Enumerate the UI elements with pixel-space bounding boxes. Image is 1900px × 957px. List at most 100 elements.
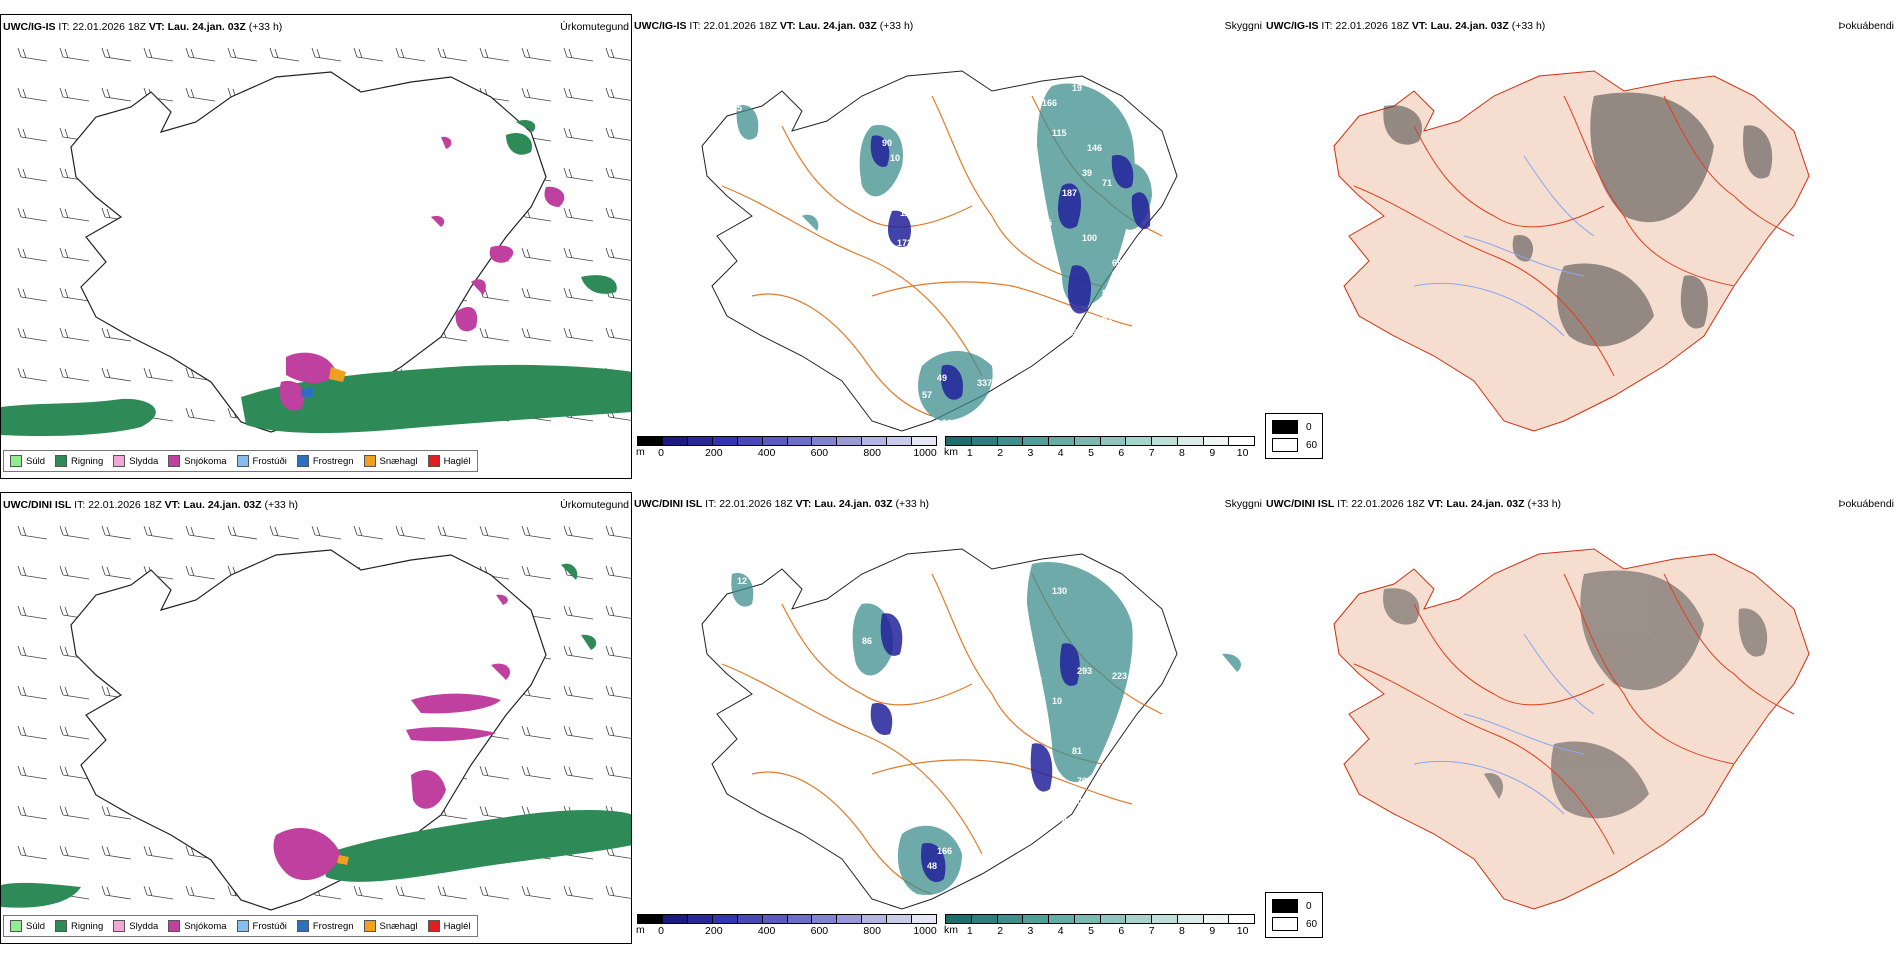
wind-barb — [605, 765, 631, 779]
legend-item: Frostúði — [236, 920, 287, 932]
visibility-value: 48 — [927, 861, 937, 871]
wind-barb — [563, 127, 594, 142]
wind-barb — [101, 87, 132, 102]
wind-barb — [563, 765, 594, 780]
ceiling-blue — [870, 613, 1080, 883]
legend-swatch — [427, 455, 440, 467]
wind-barb — [605, 247, 631, 261]
visibility-value: 43 — [1062, 816, 1072, 826]
wind-barb — [311, 525, 342, 540]
colorbar-cell — [812, 437, 838, 445]
wind-barb — [185, 87, 216, 102]
precip-legend: Súld Rigning Slydda Snjókoma Frostúði Frostre… — [3, 915, 478, 937]
wind-barb — [101, 47, 132, 62]
wind-barb — [311, 47, 342, 62]
visibility-value: 100 — [1082, 233, 1097, 243]
visibility-value: 108 — [1072, 796, 1087, 806]
legend-item: Frostúði — [236, 455, 287, 467]
wind-barb — [605, 885, 631, 899]
wind-barb — [17, 765, 48, 780]
colorbar-tick: 1 — [966, 925, 973, 937]
wind-barb — [17, 287, 48, 302]
wind-barb — [59, 47, 90, 62]
legend-swatch — [168, 920, 181, 932]
colorbar-cell — [997, 915, 1024, 923]
legend-swatch — [10, 920, 22, 932]
visibility-value: 36 — [942, 418, 952, 428]
colorbar-cell — [1074, 915, 1101, 923]
wind-barb — [605, 167, 631, 181]
wind-barb — [101, 367, 132, 382]
legend-item: Frostregn — [296, 920, 354, 932]
visibility-value: 115 — [1052, 128, 1067, 138]
wind-barb — [605, 327, 631, 341]
wind-barb — [101, 565, 132, 580]
wind-barb — [521, 525, 552, 540]
visibility-value: 83 — [1102, 288, 1112, 298]
colorbar-cell — [1100, 915, 1127, 923]
visibility-value: 80 — [1102, 761, 1112, 771]
legend-label: Snæhagl — [379, 455, 418, 467]
legend-swatch — [10, 455, 22, 467]
legend-swatch — [168, 455, 181, 467]
visibility-value: 146 — [1087, 143, 1102, 153]
visibility-value: 223 — [1112, 671, 1127, 681]
visibility-value: 293 — [1077, 666, 1092, 676]
wind-barb — [17, 167, 48, 182]
colorbar-cell — [638, 915, 663, 923]
colorbar-cell — [812, 915, 838, 923]
visibility-value: 99 — [907, 676, 917, 686]
ceiling-colorbar: m 0 200 400 600 800 1000 — [636, 436, 937, 462]
legend-item: Súld — [10, 920, 45, 932]
visibility-value: 12 — [737, 576, 747, 586]
colorbar-cell — [1177, 915, 1204, 923]
colorbar-cell — [997, 437, 1024, 445]
colorbar-cell — [1049, 915, 1075, 923]
legend-swatch — [363, 455, 376, 467]
wind-barb — [563, 327, 594, 342]
colorbar-tick: 3 — [1027, 447, 1034, 459]
wind-barb — [605, 605, 631, 619]
river-network — [1413, 633, 1595, 815]
wind-barb — [143, 885, 174, 900]
iceland-outline — [70, 549, 547, 911]
legend-item: Haglél — [427, 455, 471, 467]
wind-barb — [395, 47, 426, 62]
colorbar-cell — [971, 437, 998, 445]
wind-barb — [143, 367, 174, 382]
legend-item: Súld — [10, 455, 45, 467]
colorbar-cell — [862, 437, 888, 445]
visibility-value: 49 — [937, 373, 947, 383]
visibility-value: 77 — [1032, 676, 1042, 686]
colorbar-cell — [1023, 915, 1049, 923]
wind-barb — [59, 765, 90, 780]
colorbar-cell — [1152, 915, 1178, 923]
wind-barb — [269, 47, 300, 62]
fog-legend: 0 60 — [1265, 892, 1323, 938]
wind-barb — [563, 287, 594, 302]
legend-swatch — [296, 920, 309, 932]
visibility-value: 39 — [1082, 168, 1092, 178]
sleet-area — [337, 855, 349, 865]
colorbar-cell — [1100, 437, 1127, 445]
wind-barb — [17, 247, 48, 262]
colorbar-cell — [1126, 437, 1152, 445]
visibility-value: 90 — [907, 716, 917, 726]
legend-label: Haglél — [443, 455, 471, 467]
visibility-colorbar: km 1 2 3 4 5 6 7 8 9 10 — [944, 914, 1255, 940]
colorbar-tick: 10 — [1236, 925, 1249, 937]
visibility-value: 90 — [882, 138, 892, 148]
legend-label: Súld — [26, 455, 46, 467]
wind-barb — [563, 207, 594, 222]
visibility-value: 81 — [1072, 746, 1082, 756]
wind-barb — [479, 525, 510, 540]
colorbar-tick: 7 — [1148, 925, 1155, 937]
wind-barb — [59, 287, 90, 302]
colorbar-tick: 1000 — [913, 447, 937, 459]
panel-title: Skyggni — [1224, 20, 1262, 32]
colorbar-tick: 6 — [1118, 925, 1125, 937]
wind-barb — [521, 247, 552, 262]
visibility-value: 57 — [1072, 328, 1082, 338]
wind-barb — [185, 885, 216, 900]
legend-label: Frostúði — [252, 455, 287, 467]
